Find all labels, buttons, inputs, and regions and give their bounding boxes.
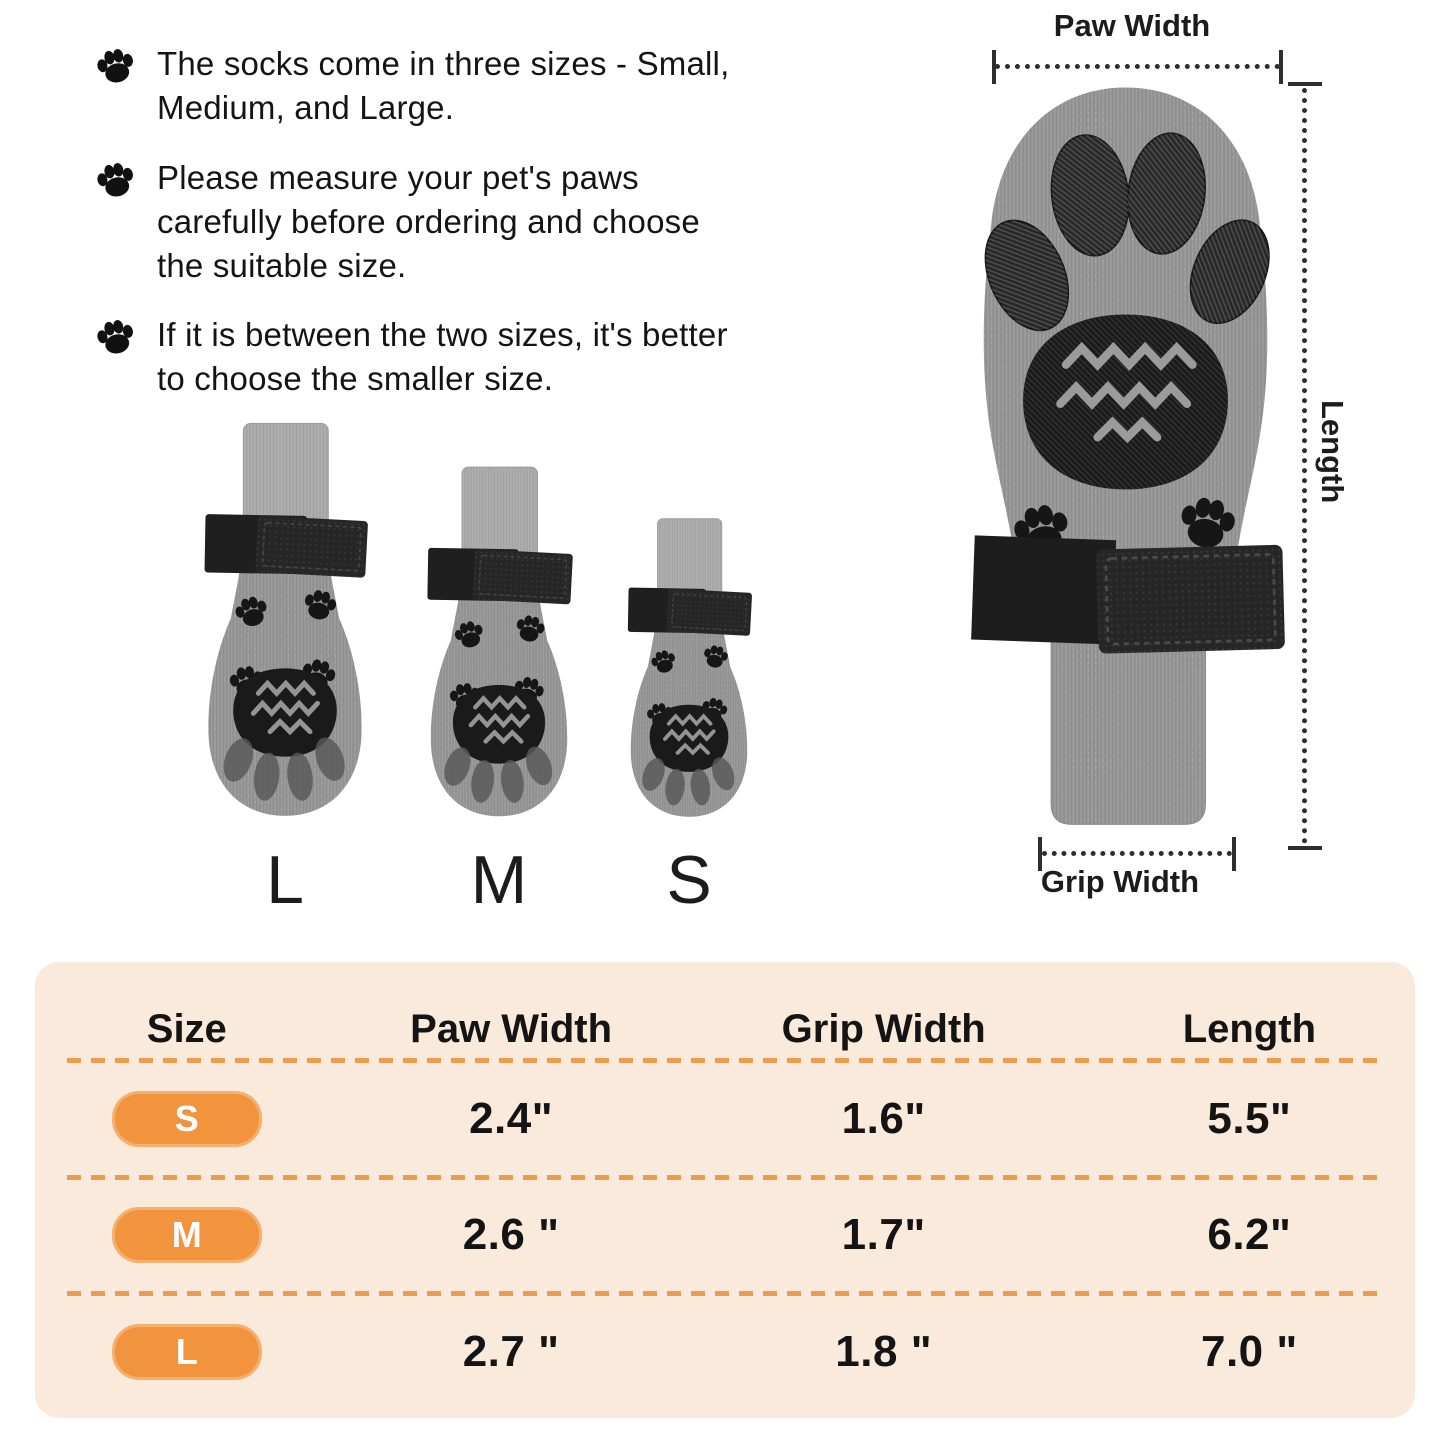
paw-width-measure-line xyxy=(995,64,1280,69)
size-pill-cell: S xyxy=(35,1090,339,1147)
size-letter-s: S xyxy=(666,842,712,918)
dashed-separator xyxy=(67,1058,1383,1063)
measure-tick xyxy=(1279,50,1283,84)
table-header-row: Size Paw Width Grip Width Length xyxy=(35,962,1415,1058)
measure-tick xyxy=(992,50,996,84)
paw-width-value: 2.4" xyxy=(469,1093,554,1143)
size-badge-s: S xyxy=(111,1090,262,1147)
sock-photo-large xyxy=(185,420,385,820)
feature-bullet-list: The socks come in three sizes - Small, M… xyxy=(94,42,940,427)
paw-icon xyxy=(94,160,137,200)
bullet-text: If it is between the two sizes, it's bet… xyxy=(157,316,728,398)
dashed-separator xyxy=(67,1174,1383,1180)
paw-width-value: 2.6 " xyxy=(462,1210,560,1260)
size-pill-cell: M xyxy=(35,1207,339,1264)
sock-size-lineup: L M S xyxy=(185,402,765,914)
sock-medium: M xyxy=(410,464,588,914)
size-badge-l: L xyxy=(111,1324,262,1381)
table-row: M 2.6 " 1.7" 6.2" xyxy=(35,1180,1415,1292)
grip-width-measure-line xyxy=(1042,851,1232,856)
measure-tick xyxy=(1288,82,1322,86)
table-row: L 2.7 " 1.8 " 7.0 " xyxy=(35,1296,1415,1408)
sock-photo-medium xyxy=(410,464,588,820)
measure-tick xyxy=(1232,837,1236,871)
size-chart-card: Size Paw Width Grip Width Length S 2.4" … xyxy=(35,962,1415,1418)
length-value: 7.0 " xyxy=(1200,1327,1298,1377)
paw-width-value: 2.7 " xyxy=(462,1327,560,1377)
bullet-between-sizes: If it is between the two sizes, it's bet… xyxy=(94,313,940,401)
dashed-separator xyxy=(67,1291,1383,1297)
paw-icon xyxy=(94,46,137,86)
col-header-size: Size xyxy=(146,1007,227,1051)
grip-width-value: 1.7" xyxy=(841,1210,926,1260)
length-label: Length xyxy=(1315,400,1350,504)
table-row: S 2.4" 1.6" 5.5" xyxy=(35,1063,1415,1175)
measurement-diagram: Paw Width Length Grip Width xyxy=(950,8,1380,920)
size-letter-m: M xyxy=(470,842,528,918)
measure-tick xyxy=(1288,846,1322,850)
grip-width-label: Grip Width xyxy=(1040,864,1200,899)
paw-width-label: Paw Width xyxy=(1053,8,1211,43)
paw-icon xyxy=(94,317,137,358)
grip-width-value: 1.6" xyxy=(841,1093,926,1143)
col-header-length: Length xyxy=(1182,1007,1317,1051)
length-value: 6.2" xyxy=(1207,1210,1292,1260)
sock-small: S xyxy=(613,516,765,914)
bullet-text: Please measure your pet's paws carefully… xyxy=(157,158,700,284)
length-value: 5.5" xyxy=(1207,1093,1292,1143)
size-pill-cell: L xyxy=(35,1324,339,1381)
bullet-sizes: The socks come in three sizes - Small, M… xyxy=(94,42,940,130)
size-badge-m: M xyxy=(111,1207,262,1264)
measure-tick xyxy=(1038,837,1042,871)
size-letter-l: L xyxy=(266,842,304,918)
col-header-grip-width: Grip Width xyxy=(781,1007,986,1051)
bullet-measure: Please measure your pet's paws carefully… xyxy=(94,156,940,288)
sock-photo-small xyxy=(613,516,765,820)
sock-large: L xyxy=(185,420,385,914)
sock-sole-photo xyxy=(958,80,1293,843)
bullet-text: The socks come in three sizes - Small, M… xyxy=(157,45,730,126)
length-measure-line xyxy=(1302,88,1307,844)
grip-width-value: 1.8 " xyxy=(835,1327,933,1377)
col-header-paw-width: Paw Width xyxy=(410,1007,613,1051)
